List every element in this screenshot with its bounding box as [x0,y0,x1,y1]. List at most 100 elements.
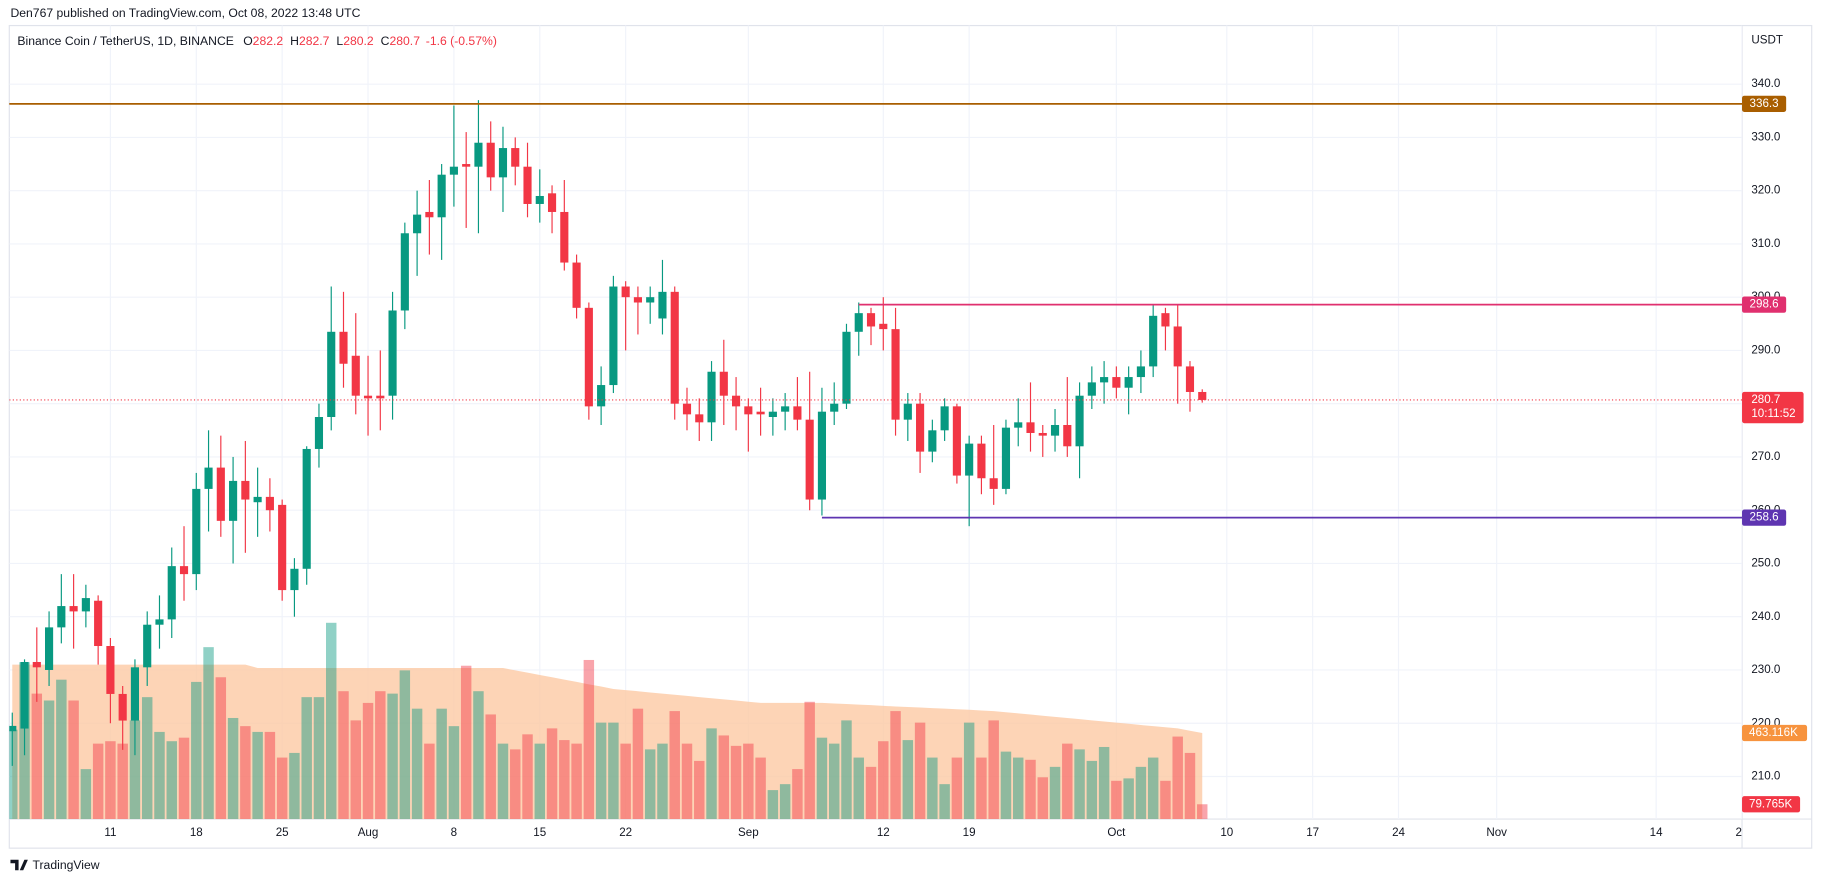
volume-bar [559,740,570,820]
volume-bar [1086,760,1098,820]
volume-bar [743,743,754,820]
candle-body [265,496,274,511]
candle-body [830,403,839,412]
volume-bar [853,757,864,820]
volume-ma-area [12,664,1203,820]
x-tick-label: 11 [104,826,116,839]
candle-body [719,371,728,396]
candle-body [302,448,311,569]
y-tick-label: 230.0 [1751,663,1780,676]
candle-body [363,395,373,399]
volume-bar [203,647,214,820]
volume-bar [105,741,116,820]
volume-bar [264,731,276,820]
volume-bar [1135,766,1147,820]
volume-bar [1111,780,1122,820]
x-tick-label: Oct [1107,826,1126,839]
volume-bar [411,708,423,820]
candle-body [229,480,238,521]
volume-bar [1037,777,1048,820]
candle-body [327,331,336,418]
candle-body [69,606,78,612]
candle-body [1185,366,1195,392]
volume-bar [828,743,840,820]
volume-bar [252,731,263,820]
x-tick-label: 25 [276,826,289,839]
candle-body [388,310,397,396]
volume-bar [1123,778,1134,820]
volume-bar [338,691,349,820]
candle-body [658,291,667,319]
volume-bar [56,679,67,820]
volume-bar [939,784,950,820]
volume-bar [681,743,693,820]
candle-body [805,419,814,500]
volume-bar [1147,757,1159,820]
volume-bar [301,697,312,820]
candle-body [106,646,115,694]
x-tick-label: 15 [533,826,546,839]
volume-bar [154,731,165,820]
volume-bar [841,720,852,820]
candle-body [928,430,937,452]
volume-bar [117,743,128,820]
candle-body [278,504,287,591]
volume-bar [215,677,227,820]
x-tick-label: 24 [1392,826,1405,839]
volume-bar [387,693,398,820]
volume-bar [473,691,484,820]
volume-bar [571,743,582,820]
x-tick-label: 21 [1736,826,1749,839]
candle-body [547,193,557,212]
volume-bar [326,622,337,820]
y-tick-label: 330.0 [1751,130,1780,143]
volume-bar [399,670,411,820]
volume-bar [657,743,668,820]
volume-bar [178,737,190,820]
candle-body [241,480,250,500]
candle-body [511,148,520,167]
volume-tag [1742,724,1808,742]
ohlc-value: 282.2 [253,34,284,48]
volume-bar [191,681,202,820]
candle-body [1087,382,1096,396]
volume-bar [706,728,717,820]
candle-body [768,411,777,418]
candle-body [1014,422,1023,428]
volume-bar [1062,743,1073,820]
candle-body [1112,377,1121,388]
candle-body [498,148,508,178]
candle-body [916,403,925,452]
volume-bar [804,701,815,820]
candle-body [597,385,606,407]
volume-bar [436,708,447,820]
candle-body [965,443,974,476]
chart-frame [8,24,1813,849]
y-tick-label: 320.0 [1751,184,1780,197]
candle-body [462,164,471,167]
candle-body [952,406,961,476]
candle-body [449,166,458,175]
candle-body [842,331,851,404]
level-tag [1742,95,1787,112]
volume-bar [1000,751,1012,820]
candle-body [756,411,765,415]
volume-bar [141,697,153,820]
candle-body [1050,424,1060,436]
volume-bar [1172,736,1183,820]
candle-body [339,331,348,364]
candle-body [903,403,912,420]
volume-bar [31,693,43,820]
volume-bar [718,735,730,820]
volume-bar [313,697,325,820]
volume-bar [988,720,999,820]
candle-body [1063,424,1072,447]
ohlc-label: H [290,34,299,48]
volume-bar [1025,759,1036,820]
volume-bar [792,769,803,820]
candle-body [633,297,642,303]
symbol: Binance Coin / TetherUS, 1D, BINANCE [17,34,234,48]
y-tick-label: 270.0 [1751,450,1780,463]
price-tag [1742,391,1804,424]
symbol-legend: Binance Coin / TetherUS, 1D, BINANCE O282… [17,34,496,48]
